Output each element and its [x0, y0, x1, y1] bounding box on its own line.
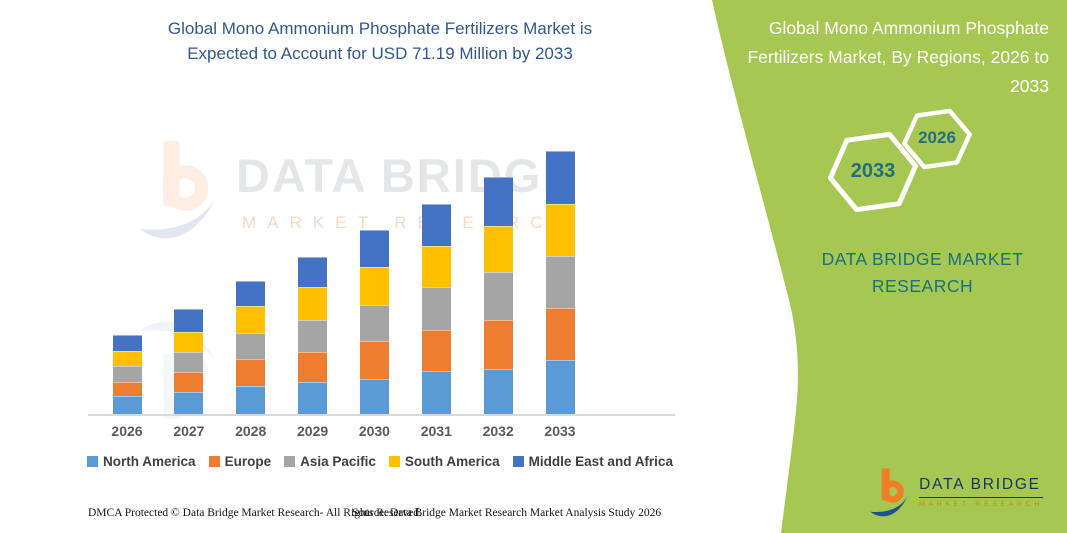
segment-2026-south-america — [112, 350, 142, 367]
watermark-brand-text: DATA BRIDGE — [236, 149, 576, 202]
segment-2029-asia-pacific — [298, 319, 328, 353]
segment-2033-south-america — [545, 203, 575, 257]
hexagon-2026-label: 2026 — [918, 128, 956, 147]
x-tick-2029: 2029 — [297, 423, 329, 439]
segment-2027-europe — [174, 371, 204, 393]
segment-2032-north-america — [483, 368, 513, 414]
chart-plot — [88, 140, 675, 416]
legend-swatch-icon — [208, 456, 220, 467]
panel-title: Global Mono Ammonium Phosphate Fertilize… — [747, 18, 1049, 96]
segment-2030-asia-pacific — [359, 305, 389, 341]
bar-2029 — [298, 256, 328, 414]
legend-item-asia-pacific: Asia Pacific — [284, 454, 376, 469]
legend-swatch-icon — [388, 456, 400, 467]
bar-2033 — [545, 150, 575, 414]
watermark-logo-icon — [139, 141, 217, 239]
segment-2026-middle-east-and-africa — [112, 335, 142, 351]
segment-2030-north-america — [359, 378, 389, 414]
segment-2029-middle-east-and-africa — [298, 256, 328, 287]
segment-2028-europe — [236, 358, 266, 386]
hexagon-2026-icon — [902, 108, 972, 170]
segment-2029-north-america — [298, 381, 328, 414]
legend-item-north-america: North America — [87, 454, 196, 469]
legend-item-europe: Europe — [208, 454, 272, 469]
x-tick-2030: 2030 — [358, 423, 390, 439]
x-tick-2026: 2026 — [111, 423, 143, 439]
legend-swatch-icon — [512, 456, 524, 467]
segment-2030-europe — [359, 340, 389, 379]
segment-2031-middle-east-and-africa — [421, 204, 451, 247]
segment-2028-asia-pacific — [236, 333, 266, 359]
legend: North America Europe Asia Pacific South Ame… — [80, 454, 680, 469]
segment-2032-south-america — [483, 226, 513, 272]
green-panel — [712, 0, 1067, 533]
x-tick-2031: 2031 — [420, 423, 452, 439]
segment-2026-asia-pacific — [112, 366, 142, 382]
company-logo-icon — [870, 468, 908, 517]
bar-2030 — [359, 229, 389, 414]
segment-2028-middle-east-and-africa — [236, 280, 266, 306]
company-logo-sub-text: MARKET RESEARCH — [919, 501, 1043, 508]
chart-title: Global Mono Ammonium Phosphate Fertilize… — [167, 19, 593, 63]
panel-brand-text: DATA BRIDGE MARKET RESEARCH — [821, 249, 1024, 296]
segment-2028-north-america — [236, 385, 266, 414]
segment-2027-south-america — [174, 331, 204, 353]
legend-item-middle-east-and-africa: Middle East and Africa — [512, 454, 673, 469]
segment-2030-south-america — [359, 266, 389, 306]
segment-2032-middle-east-and-africa — [483, 176, 513, 227]
segment-2032-asia-pacific — [483, 271, 513, 320]
bar-2027 — [174, 309, 204, 414]
segment-2030-middle-east-and-africa — [359, 229, 389, 267]
segment-2033-north-america — [545, 360, 575, 414]
segment-2029-south-america — [298, 286, 328, 320]
x-tick-2032: 2032 — [482, 423, 514, 439]
company-logo: DATA BRIDGE MARKET RESEARCH — [867, 467, 1043, 519]
legend-label: Middle East and Africa — [528, 454, 673, 469]
segment-2031-asia-pacific — [421, 286, 451, 330]
company-logo-brand-text: DATA BRIDGE — [919, 476, 1043, 498]
x-axis-labels: 2026 2027 2028 2029 2030 2031 2032 2033 — [88, 423, 675, 443]
legend-swatch-icon — [87, 456, 99, 467]
legend-label: North America — [103, 454, 196, 469]
segment-2027-middle-east-and-africa — [174, 309, 204, 332]
hexagon-2033-icon — [827, 131, 919, 213]
segment-2031-south-america — [421, 246, 451, 287]
legend-label: Europe — [224, 454, 272, 469]
footer-dmca-text: DMCA Protected © Data Bridge Market Rese… — [88, 507, 422, 519]
segment-2031-europe — [421, 329, 451, 371]
legend-label: Asia Pacific — [300, 454, 376, 469]
segment-2026-north-america — [112, 395, 142, 414]
legend-item-south-america: South America — [388, 454, 500, 469]
segment-2027-north-america — [174, 392, 204, 414]
segment-2027-asia-pacific — [174, 352, 204, 372]
bar-2031 — [421, 204, 451, 414]
bar-2026 — [112, 335, 142, 414]
segment-2032-europe — [483, 319, 513, 369]
bar-2032 — [483, 176, 513, 414]
x-tick-2027: 2027 — [173, 423, 205, 439]
segment-2033-asia-pacific — [545, 256, 575, 308]
segment-2029-europe — [298, 352, 328, 382]
segment-2031-north-america — [421, 370, 451, 414]
x-tick-2033: 2033 — [544, 423, 576, 439]
segment-2026-europe — [112, 381, 142, 396]
legend-swatch-icon — [284, 456, 296, 467]
x-tick-2028: 2028 — [235, 423, 267, 439]
hexagon-2033-label: 2033 — [850, 160, 896, 182]
bar-2028 — [236, 280, 266, 414]
legend-label: South America — [404, 454, 500, 469]
segment-2033-europe — [545, 307, 575, 361]
segment-2033-middle-east-and-africa — [545, 150, 575, 204]
footer-source-text: Source: Data Bridge Market Research Mark… — [352, 507, 662, 519]
segment-2028-south-america — [236, 305, 266, 334]
